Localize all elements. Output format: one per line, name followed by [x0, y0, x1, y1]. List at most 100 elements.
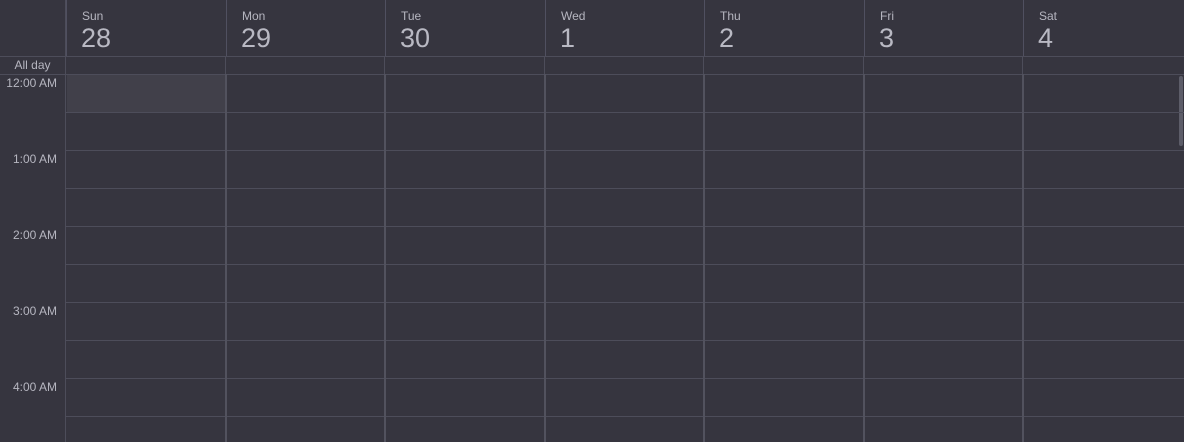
time-slot[interactable]	[704, 151, 862, 188]
time-slot[interactable]	[864, 303, 1021, 340]
time-slot[interactable]	[66, 417, 224, 442]
time-slot[interactable]	[545, 113, 702, 150]
time-slot[interactable]	[864, 341, 1021, 378]
time-slot[interactable]	[66, 189, 224, 226]
time-slot[interactable]	[66, 227, 224, 264]
half-hour-line	[66, 340, 1184, 341]
time-slot[interactable]	[66, 265, 224, 302]
time-slot[interactable]	[226, 265, 383, 302]
time-slot[interactable]	[704, 379, 862, 416]
time-slot[interactable]	[385, 303, 543, 340]
half-hour-line	[66, 416, 1184, 417]
time-slot[interactable]	[1023, 227, 1182, 264]
time-slot[interactable]	[704, 75, 862, 112]
time-slot[interactable]	[385, 341, 543, 378]
time-slot[interactable]	[385, 417, 543, 442]
day-header-wed[interactable]: Wed 1	[545, 0, 704, 56]
all-day-column-divider	[544, 56, 545, 74]
time-slot[interactable]	[66, 151, 224, 188]
day-header-thu[interactable]: Thu 2	[704, 0, 864, 56]
time-slot[interactable]	[385, 227, 543, 264]
time-slot[interactable]	[226, 113, 383, 150]
day-column-divider	[544, 74, 546, 442]
time-slot[interactable]	[864, 417, 1021, 442]
time-slot[interactable]	[385, 151, 543, 188]
time-slot[interactable]	[864, 151, 1021, 188]
time-slot[interactable]	[226, 379, 383, 416]
half-hour-line	[66, 264, 1184, 265]
day-name: Fri	[880, 9, 894, 23]
time-slot[interactable]	[864, 75, 1021, 112]
time-slot[interactable]	[864, 189, 1021, 226]
day-number[interactable]: 30	[400, 23, 431, 53]
day-header-tue[interactable]: Tue 30	[385, 0, 545, 56]
time-slot[interactable]	[1023, 303, 1182, 340]
time-slot[interactable]	[66, 379, 224, 416]
time-slot[interactable]	[1023, 379, 1182, 416]
time-slot[interactable]	[864, 227, 1021, 264]
time-slot[interactable]	[704, 303, 862, 340]
time-slot[interactable]	[66, 303, 224, 340]
day-header-sat[interactable]: Sat 4	[1023, 0, 1184, 56]
time-slot[interactable]	[704, 189, 862, 226]
day-column-divider	[225, 74, 227, 442]
day-column-divider	[863, 74, 865, 442]
day-header-mon[interactable]: Mon 29	[226, 0, 385, 56]
time-slot[interactable]	[1023, 341, 1182, 378]
day-header-sun[interactable]: Sun 28	[66, 0, 226, 56]
time-slot[interactable]	[545, 75, 702, 112]
time-slot[interactable]	[66, 113, 224, 150]
hour-line	[66, 150, 1184, 151]
time-slot[interactable]	[704, 341, 862, 378]
time-slot[interactable]	[226, 151, 383, 188]
time-gutter-divider	[65, 0, 66, 442]
time-slot[interactable]	[226, 189, 383, 226]
time-slot[interactable]	[226, 417, 383, 442]
time-slot[interactable]	[545, 303, 702, 340]
time-slot[interactable]	[226, 303, 383, 340]
time-slot[interactable]	[545, 379, 702, 416]
scrollbar-thumb[interactable]	[1179, 76, 1183, 146]
time-slot[interactable]	[385, 379, 543, 416]
time-slot[interactable]	[704, 113, 862, 150]
day-number[interactable]: 3	[879, 23, 895, 53]
time-slot[interactable]	[864, 379, 1021, 416]
time-slot[interactable]	[1023, 265, 1182, 302]
time-slot[interactable]	[385, 75, 543, 112]
all-day-column-divider	[225, 56, 226, 74]
time-slot[interactable]	[1023, 417, 1182, 442]
time-slot[interactable]	[1023, 75, 1182, 112]
day-number[interactable]: 1	[560, 23, 576, 53]
time-slot[interactable]	[545, 151, 702, 188]
time-slot[interactable]	[226, 341, 383, 378]
time-slot[interactable]	[704, 417, 862, 442]
day-name: Mon	[242, 9, 266, 23]
day-name: Tue	[401, 9, 422, 23]
time-slot[interactable]	[864, 113, 1021, 150]
time-slot[interactable]	[1023, 113, 1182, 150]
time-slot[interactable]	[226, 227, 383, 264]
time-slot[interactable]	[226, 75, 383, 112]
day-number[interactable]: 2	[719, 23, 735, 53]
day-number[interactable]: 28	[81, 23, 112, 53]
time-slot[interactable]	[545, 265, 702, 302]
time-slot[interactable]	[385, 113, 543, 150]
day-number[interactable]: 29	[241, 23, 272, 53]
time-slot[interactable]	[545, 189, 702, 226]
time-slot[interactable]	[545, 417, 702, 442]
selected-time-slot[interactable]	[67, 75, 226, 113]
time-slot[interactable]	[864, 265, 1021, 302]
time-slot[interactable]	[545, 341, 702, 378]
time-slot[interactable]	[704, 227, 862, 264]
all-day-label: All day	[14, 58, 51, 72]
day-header-fri[interactable]: Fri 3	[864, 0, 1023, 56]
time-slot[interactable]	[66, 341, 224, 378]
time-slot[interactable]	[385, 189, 543, 226]
time-slot[interactable]	[545, 227, 702, 264]
time-slot[interactable]	[1023, 189, 1182, 226]
time-slot[interactable]	[385, 265, 543, 302]
time-slot[interactable]	[704, 265, 862, 302]
time-label: 1:00 AM	[12, 152, 57, 166]
day-number[interactable]: 4	[1038, 23, 1054, 53]
time-slot[interactable]	[1023, 151, 1182, 188]
